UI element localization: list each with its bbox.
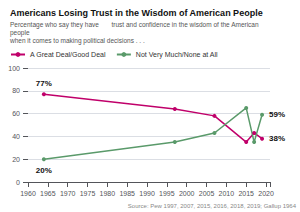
svg-text:1980: 1980 (100, 190, 116, 197)
svg-text:38%: 38% (269, 134, 285, 143)
svg-text:2020: 2020 (258, 190, 274, 197)
svg-text:1985: 1985 (119, 190, 135, 197)
svg-text:when it comes to making politi: when it comes to making political decisi… (9, 37, 145, 45)
svg-text:20: 20 (12, 156, 20, 163)
svg-text:80: 80 (12, 87, 20, 94)
svg-text:1990: 1990 (139, 190, 155, 197)
svg-text:2010: 2010 (219, 190, 235, 197)
svg-text:77%: 77% (36, 79, 52, 88)
svg-text:Not Very Much/None at All: Not Very Much/None at All (136, 51, 218, 59)
svg-text:1970: 1970 (60, 190, 76, 197)
svg-text:2005: 2005 (199, 190, 215, 197)
svg-text:100: 100 (8, 65, 20, 72)
svg-text:1995: 1995 (159, 190, 175, 197)
svg-text:Percentage who say they have: Percentage who say they have trust and c… (10, 21, 260, 29)
svg-text:1960: 1960 (20, 190, 36, 197)
svg-text:A Great Deal/Good Deal: A Great Deal/Good Deal (30, 51, 106, 58)
svg-text:Source: Pew 1997, 2007, 2015,: Source: Pew 1997, 2007, 2015, 2016, 2018… (128, 203, 297, 209)
svg-text:1965: 1965 (40, 190, 56, 197)
svg-text:40: 40 (12, 133, 20, 140)
svg-text:2015: 2015 (238, 190, 254, 197)
svg-text:2000: 2000 (179, 190, 195, 197)
svg-text:1975: 1975 (80, 190, 96, 197)
svg-text:people: people (10, 29, 30, 37)
svg-text:0: 0 (16, 179, 20, 186)
svg-text:20%: 20% (36, 166, 52, 175)
svg-text:Americans Losing Trust in the: Americans Losing Trust in the Wisdom of … (10, 8, 263, 18)
svg-text:59%: 59% (269, 110, 285, 119)
svg-text:60: 60 (12, 110, 20, 117)
